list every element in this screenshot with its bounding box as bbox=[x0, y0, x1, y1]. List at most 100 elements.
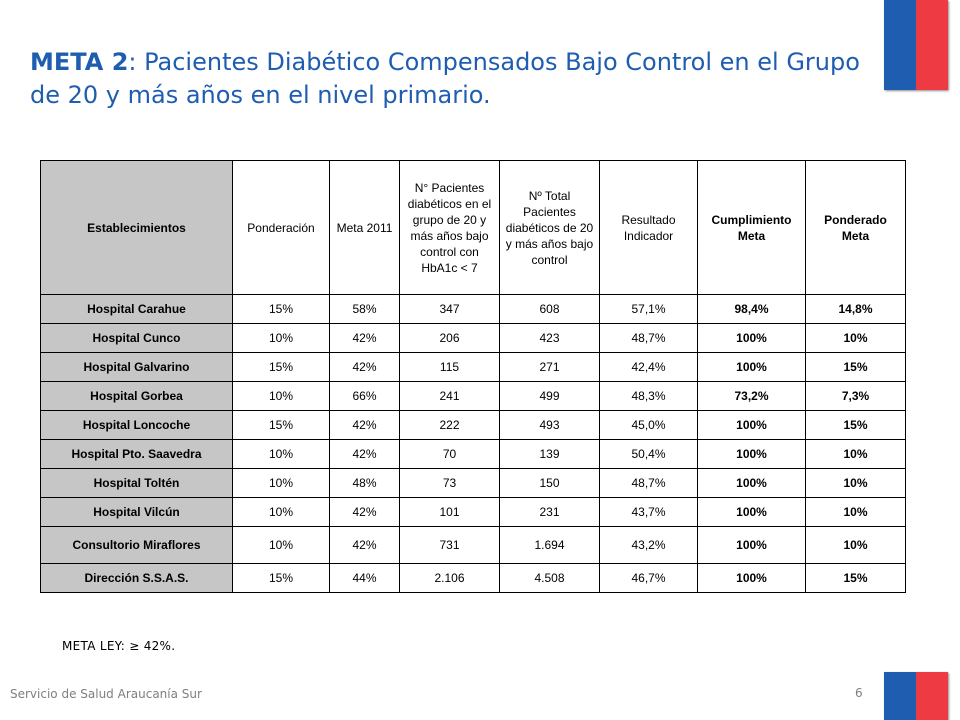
table-row: Hospital Gorbea 10% 66% 241 499 48,3% 73,2% 7,3… bbox=[40, 381, 906, 411]
header-ponderacion: Ponderación bbox=[232, 160, 330, 295]
cell-ponderado: 14,8% bbox=[805, 294, 906, 324]
cell-hba1c: 347 bbox=[399, 294, 500, 324]
cell-cumplimiento: 73,2% bbox=[697, 381, 806, 411]
cell-total: 493 bbox=[499, 410, 600, 440]
cell-ponderacion: 15% bbox=[232, 410, 330, 440]
cell-resultado: 57,1% bbox=[599, 294, 698, 324]
table-row: Hospital Vilcún 10% 42% 101 231 43,7% 100% 10% bbox=[40, 497, 906, 527]
meta-ley-note: META LEY: ≥ 42%. bbox=[62, 639, 176, 653]
cell-resultado: 50,4% bbox=[599, 439, 698, 469]
table-body: Hospital Carahue 15% 58% 347 608 57,1% 98,4% 14… bbox=[40, 294, 906, 593]
cell-establecimiento: Hospital Toltén bbox=[40, 468, 233, 498]
cell-total: 608 bbox=[499, 294, 600, 324]
cell-hba1c: 206 bbox=[399, 323, 500, 353]
cell-hba1c: 222 bbox=[399, 410, 500, 440]
cell-resultado: 46,7% bbox=[599, 563, 698, 593]
table-header-row: Establecimientos Ponderación Meta 2011 N… bbox=[40, 160, 906, 295]
cell-hba1c: 101 bbox=[399, 497, 500, 527]
cell-cumplimiento: 100% bbox=[697, 468, 806, 498]
cell-meta: 42% bbox=[329, 323, 400, 353]
cell-ponderado: 10% bbox=[805, 497, 906, 527]
cell-establecimiento: Dirección S.S.A.S. bbox=[40, 563, 233, 593]
cell-ponderado: 10% bbox=[805, 439, 906, 469]
cell-ponderado: 10% bbox=[805, 526, 906, 564]
slide-title: META 2: Pacientes Diabético Compensados … bbox=[30, 46, 875, 112]
cell-ponderado: 10% bbox=[805, 323, 906, 353]
cell-establecimiento: Consultorio Miraflores bbox=[40, 526, 233, 564]
cell-total: 150 bbox=[499, 468, 600, 498]
cell-cumplimiento: 100% bbox=[697, 563, 806, 593]
cell-meta: 44% bbox=[329, 563, 400, 593]
flag-red-stripe bbox=[916, 672, 948, 720]
cell-total: 499 bbox=[499, 381, 600, 411]
cell-resultado: 48,7% bbox=[599, 468, 698, 498]
cell-hba1c: 115 bbox=[399, 352, 500, 382]
table-row: Hospital Cunco 10% 42% 206 423 48,7% 100% 10% bbox=[40, 323, 906, 353]
cell-resultado: 45,0% bbox=[599, 410, 698, 440]
header-resultado: Resultado Indicador bbox=[599, 160, 698, 295]
cell-cumplimiento: 100% bbox=[697, 526, 806, 564]
cell-cumplimiento: 100% bbox=[697, 410, 806, 440]
cell-total: 271 bbox=[499, 352, 600, 382]
header-hba1c: N° Pacientes diabéticos en el grupo de 2… bbox=[399, 160, 500, 295]
cell-cumplimiento: 100% bbox=[697, 352, 806, 382]
header-establecimientos: Establecimientos bbox=[40, 160, 233, 295]
cell-hba1c: 70 bbox=[399, 439, 500, 469]
cell-establecimiento: Hospital Carahue bbox=[40, 294, 233, 324]
cell-ponderacion: 10% bbox=[232, 323, 330, 353]
slide-title-rest: : Pacientes Diabético Compensados Bajo C… bbox=[30, 48, 860, 109]
cell-ponderacion: 10% bbox=[232, 439, 330, 469]
table-row: Hospital Galvarino 15% 42% 115 271 42,4% 100% 1… bbox=[40, 352, 906, 382]
cell-ponderacion: 10% bbox=[232, 381, 330, 411]
cell-resultado: 42,4% bbox=[599, 352, 698, 382]
cell-resultado: 48,7% bbox=[599, 323, 698, 353]
cell-resultado: 43,7% bbox=[599, 497, 698, 527]
table-row: Consultorio Miraflores 10% 42% 731 1.694 43,2… bbox=[40, 526, 906, 564]
cell-ponderado: 10% bbox=[805, 468, 906, 498]
cell-ponderacion: 10% bbox=[232, 497, 330, 527]
cell-resultado: 43,2% bbox=[599, 526, 698, 564]
flag-blue-stripe bbox=[884, 672, 916, 720]
flag-logo-bottom bbox=[884, 672, 948, 720]
cell-cumplimiento: 100% bbox=[697, 439, 806, 469]
cell-meta: 42% bbox=[329, 352, 400, 382]
header-cumplimiento: Cumplimiento Meta bbox=[697, 160, 806, 295]
cell-establecimiento: Hospital Gorbea bbox=[40, 381, 233, 411]
cell-ponderado: 15% bbox=[805, 352, 906, 382]
cell-meta: 42% bbox=[329, 439, 400, 469]
cell-establecimiento: Hospital Pto. Saavedra bbox=[40, 439, 233, 469]
cell-ponderado: 7,3% bbox=[805, 381, 906, 411]
flag-logo-top bbox=[884, 0, 948, 90]
footer-organization: Servicio de Salud Araucanía Sur bbox=[10, 687, 202, 701]
cell-meta: 42% bbox=[329, 526, 400, 564]
table-row: Hospital Toltén 10% 48% 73 150 48,7% 100% 10% bbox=[40, 468, 906, 498]
slide-title-lead: META 2 bbox=[30, 48, 129, 76]
table-row: Hospital Loncoche 15% 42% 222 493 45,0% 100% 15… bbox=[40, 410, 906, 440]
cell-establecimiento: Hospital Galvarino bbox=[40, 352, 233, 382]
cell-hba1c: 73 bbox=[399, 468, 500, 498]
cell-total: 139 bbox=[499, 439, 600, 469]
flag-blue-stripe bbox=[884, 0, 916, 90]
cell-establecimiento: Hospital Vilcún bbox=[40, 497, 233, 527]
cell-meta: 42% bbox=[329, 497, 400, 527]
cell-cumplimiento: 100% bbox=[697, 497, 806, 527]
cell-ponderacion: 10% bbox=[232, 468, 330, 498]
cell-ponderacion: 15% bbox=[232, 294, 330, 324]
cell-cumplimiento: 98,4% bbox=[697, 294, 806, 324]
cell-hba1c: 731 bbox=[399, 526, 500, 564]
page-number: 6 bbox=[855, 686, 863, 700]
cell-establecimiento: Hospital Loncoche bbox=[40, 410, 233, 440]
cell-total: 1.694 bbox=[499, 526, 600, 564]
cell-ponderado: 15% bbox=[805, 410, 906, 440]
header-meta: Meta 2011 bbox=[329, 160, 400, 295]
meta-table: Establecimientos Ponderación Meta 2011 N… bbox=[40, 160, 906, 593]
cell-ponderacion: 15% bbox=[232, 352, 330, 382]
table-row: Hospital Pto. Saavedra 10% 42% 70 139 50,4% 10… bbox=[40, 439, 906, 469]
cell-hba1c: 241 bbox=[399, 381, 500, 411]
header-ponderado: Ponderado Meta bbox=[805, 160, 906, 295]
flag-red-stripe bbox=[916, 0, 948, 90]
cell-hba1c: 2.106 bbox=[399, 563, 500, 593]
cell-meta: 48% bbox=[329, 468, 400, 498]
cell-meta: 58% bbox=[329, 294, 400, 324]
cell-ponderado: 15% bbox=[805, 563, 906, 593]
